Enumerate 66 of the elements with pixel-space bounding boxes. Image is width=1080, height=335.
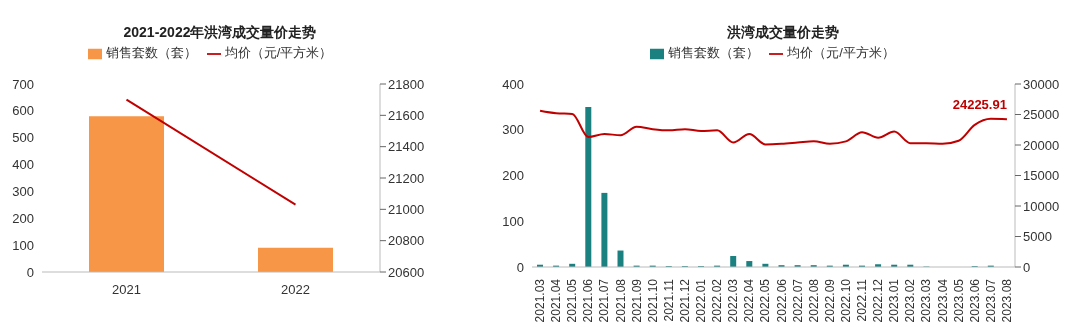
x-tick-label: 2022.06 bbox=[774, 278, 789, 323]
x-tick-label: 2022.01 bbox=[694, 278, 709, 323]
y2-tick-label: 25000 bbox=[1023, 107, 1060, 123]
y2-tick-label: 20000 bbox=[1023, 137, 1060, 153]
x-tick-label: 2021.04 bbox=[549, 278, 564, 323]
y2-tick-label: 21600 bbox=[388, 107, 425, 123]
legend-label: 销售套数（套） bbox=[668, 45, 760, 60]
y-tick-label: 300 bbox=[502, 122, 524, 138]
y2-tick-label: 21800 bbox=[388, 76, 425, 92]
y-tick-label: 400 bbox=[502, 76, 524, 92]
x-tick-label: 2023.08 bbox=[999, 278, 1014, 323]
x-tick-label: 2023.02 bbox=[903, 278, 918, 323]
x-tick-label: 2021.03 bbox=[533, 278, 548, 323]
x-tick-label: 2022 bbox=[281, 282, 310, 297]
y2-tick-label: 21200 bbox=[388, 170, 425, 186]
x-tick-label: 2021.10 bbox=[645, 278, 660, 323]
y-tick-label: 100 bbox=[12, 237, 34, 253]
data-label: 24225.91 bbox=[952, 97, 1007, 113]
legend-label: 销售套数（套） bbox=[105, 45, 197, 60]
x-tick-label: 2022.04 bbox=[742, 278, 757, 323]
x-tick-label: 2021.11 bbox=[661, 278, 676, 322]
y-tick-label: 0 bbox=[26, 264, 34, 280]
y2-tick-label: 0 bbox=[1023, 259, 1031, 275]
y2-tick-label: 21400 bbox=[388, 139, 425, 155]
x-tick-label: 2022.09 bbox=[822, 278, 837, 323]
x-tick-label: 2023.05 bbox=[951, 278, 966, 323]
chart-title: 2021-2022年洪湾成交量价走势 bbox=[122, 23, 318, 42]
x-tick-label: 2021.05 bbox=[565, 278, 580, 323]
y-tick-label: 0 bbox=[516, 259, 524, 275]
x-tick-label: 2021.06 bbox=[581, 278, 596, 323]
y-tick-label: 700 bbox=[12, 76, 34, 92]
y2-tick-label: 5000 bbox=[1023, 229, 1052, 245]
y2-tick-label: 10000 bbox=[1023, 198, 1060, 214]
x-tick-label: 2022.12 bbox=[871, 278, 886, 323]
y-tick-label: 600 bbox=[12, 103, 34, 119]
y-tick-label: 300 bbox=[12, 184, 34, 200]
x-tick-label: 2021.09 bbox=[629, 278, 644, 323]
x-tick-label: 2021.12 bbox=[677, 278, 692, 323]
x-tick-label: 2021 bbox=[112, 282, 141, 297]
x-tick-label: 2021.08 bbox=[613, 278, 628, 323]
y-tick-label: 200 bbox=[502, 168, 524, 184]
x-tick-label: 2022.10 bbox=[838, 278, 853, 323]
y2-tick-label: 15000 bbox=[1023, 168, 1060, 184]
x-tick-label: 2022.11 bbox=[855, 278, 870, 322]
x-tick-label: 2022.08 bbox=[806, 278, 821, 323]
legend-label: 均价（元/平方米） bbox=[224, 45, 333, 60]
y-tick-label: 500 bbox=[12, 130, 34, 146]
x-tick-label: 2022.03 bbox=[726, 278, 741, 323]
x-tick-label: 2023.04 bbox=[935, 278, 950, 323]
x-tick-label: 2022.07 bbox=[790, 278, 805, 323]
x-tick-label: 2022.02 bbox=[710, 278, 725, 323]
y-tick-label: 400 bbox=[12, 157, 34, 173]
y2-tick-label: 20800 bbox=[388, 233, 425, 249]
x-tick-label: 2022.05 bbox=[758, 278, 773, 323]
legend-label: 均价（元/平方米） bbox=[787, 45, 895, 60]
x-tick-label: 2023.07 bbox=[983, 278, 998, 323]
y-tick-label: 100 bbox=[502, 213, 524, 229]
x-tick-label: 2023.03 bbox=[919, 278, 934, 323]
y2-tick-label: 30000 bbox=[1023, 76, 1060, 92]
x-tick-label: 2023.01 bbox=[887, 278, 902, 323]
chart-title: 洪湾成交量价走势 bbox=[725, 23, 840, 42]
x-tick-label: 2023.06 bbox=[967, 278, 982, 323]
y2-tick-label: 21000 bbox=[388, 201, 425, 217]
x-tick-label: 2021.07 bbox=[597, 278, 612, 323]
y2-tick-label: 20600 bbox=[388, 264, 425, 280]
y-tick-label: 200 bbox=[12, 210, 34, 226]
